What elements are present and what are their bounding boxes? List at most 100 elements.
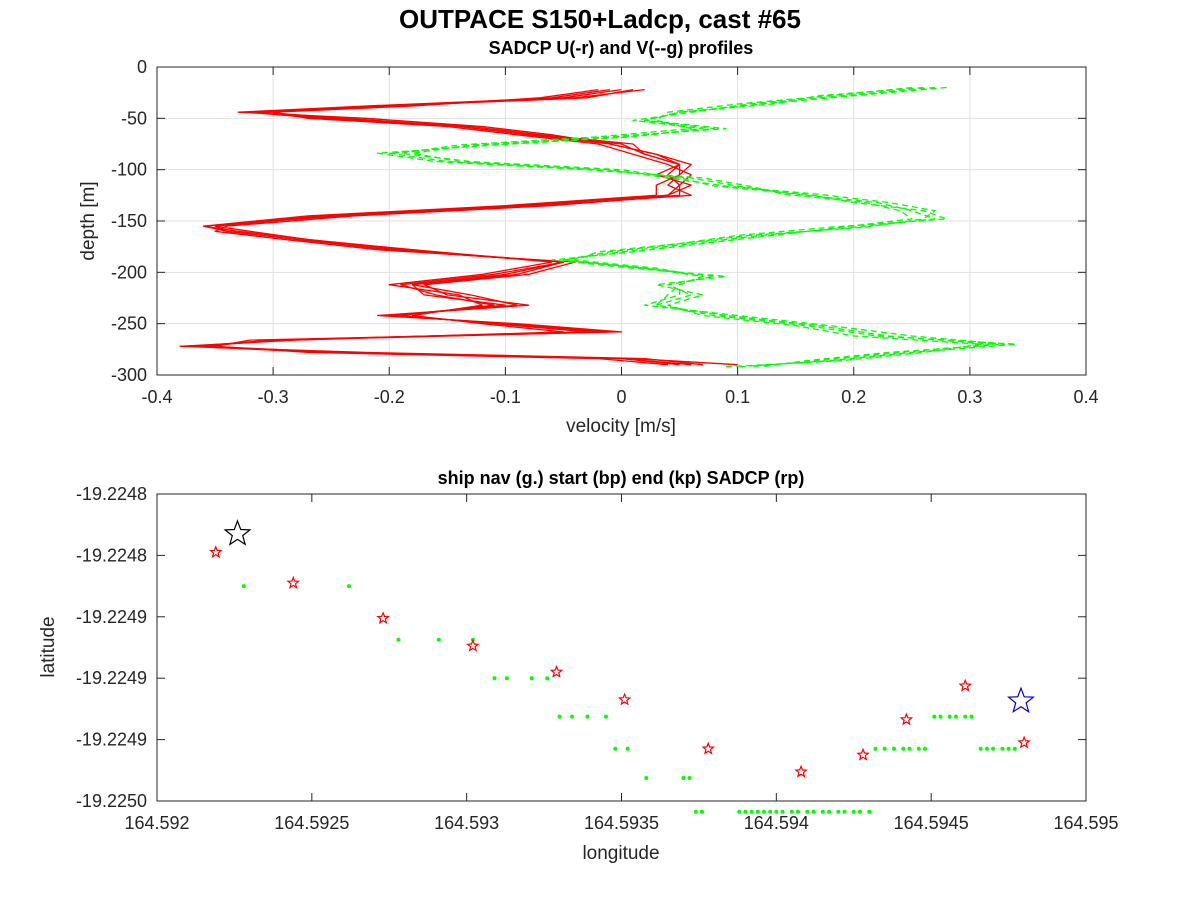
nav-y-tick-label: -19.2249 bbox=[76, 607, 147, 627]
sadcp-point bbox=[286, 575, 301, 589]
v-profile-line bbox=[400, 86, 1006, 368]
ship-nav-point bbox=[347, 584, 351, 589]
profile-x-tick-label: 0.2 bbox=[841, 387, 866, 407]
ship-nav-point bbox=[241, 584, 246, 589]
ship-nav-point bbox=[700, 809, 704, 814]
ship-nav-point bbox=[545, 676, 550, 681]
ship-nav-point bbox=[789, 809, 794, 814]
nav-x-tick-label: 164.592 bbox=[124, 813, 189, 833]
ship-nav-point bbox=[827, 809, 831, 814]
end-position-marker bbox=[1006, 686, 1035, 714]
nav-x-tick-label: 164.593 bbox=[434, 813, 499, 833]
nav-axes-box bbox=[156, 493, 1087, 802]
ship-nav-point bbox=[644, 776, 649, 780]
profile-y-label: depth [m] bbox=[78, 181, 99, 260]
nav-plot-area bbox=[209, 519, 1035, 814]
nav-y-label: latitude bbox=[38, 616, 59, 677]
sadcp-point bbox=[794, 764, 808, 778]
ship-nav-point bbox=[978, 746, 983, 751]
ship-nav-point bbox=[1006, 746, 1011, 751]
ship-nav-point bbox=[768, 809, 773, 814]
ship-nav-point bbox=[436, 637, 441, 642]
ship-nav-point bbox=[681, 776, 686, 780]
ship-nav-point bbox=[907, 746, 912, 751]
ship-nav-point bbox=[625, 746, 630, 751]
profile-x-tick-label: -0.1 bbox=[490, 387, 521, 407]
ship-nav-point bbox=[811, 809, 816, 814]
profile-ticks: -0.4 -0.3 -0.2 -0.1 0 0.1 0.2 0.3 0.4 0 -50 -100 -15… bbox=[111, 57, 1099, 407]
profile-y-tick-label: 0 bbox=[137, 57, 147, 77]
nav-y-tick-label: -19.2250 bbox=[76, 791, 147, 811]
ship-nav-point bbox=[947, 714, 952, 719]
profile-y-tick-label: -50 bbox=[121, 108, 147, 128]
ship-nav-point bbox=[932, 714, 937, 719]
nav-ticks: 164.592 164.5925 164.593 164.5935 164.594 164… bbox=[76, 484, 1119, 833]
ship-nav-point bbox=[991, 746, 996, 751]
ship-nav-point bbox=[984, 746, 989, 751]
ship-nav-point bbox=[857, 809, 862, 814]
nav-y-tick-label: -19.2249 bbox=[76, 668, 147, 688]
nav-x-tick-label: 164.595 bbox=[1053, 813, 1118, 833]
ship-nav-point bbox=[836, 809, 841, 814]
nav-y-tick-label: -19.2248 bbox=[76, 484, 147, 504]
ship-nav-point bbox=[504, 676, 509, 681]
profile-y-tick-label: -250 bbox=[111, 314, 147, 334]
ship-nav-point bbox=[969, 714, 974, 719]
ship-nav-point bbox=[761, 809, 766, 814]
ship-nav-point bbox=[873, 746, 878, 751]
ship-nav-point bbox=[737, 809, 742, 814]
ship-nav-point bbox=[693, 809, 698, 814]
sadcp-point bbox=[1017, 735, 1031, 749]
profile-plot-area bbox=[179, 86, 1017, 368]
nav-x-label: longitude bbox=[582, 843, 659, 864]
ship-nav-point bbox=[585, 714, 590, 719]
nav-y-tick-label: -19.2249 bbox=[76, 730, 147, 750]
nav-x-tick-label: 164.5945 bbox=[894, 813, 969, 833]
ship-nav-point bbox=[805, 809, 810, 814]
ship-nav-point bbox=[396, 637, 401, 642]
ship-nav-point bbox=[570, 714, 574, 719]
sadcp-point bbox=[209, 545, 223, 559]
sadcp-point bbox=[466, 638, 480, 652]
ship-nav-point bbox=[529, 676, 534, 681]
ship-nav-point bbox=[774, 809, 779, 814]
ship-nav-point bbox=[963, 714, 968, 719]
ship-nav-point bbox=[901, 746, 906, 751]
nav-axes: ship nav (g.) start (bp) end (kp) SADCP … bbox=[38, 468, 1119, 864]
ship-nav-point bbox=[953, 714, 958, 719]
nav-x-tick-label: 164.5925 bbox=[274, 813, 349, 833]
sadcp-point bbox=[376, 611, 390, 625]
profile-x-label: velocity [m/s] bbox=[566, 416, 676, 437]
profile-x-tick-label: 0.3 bbox=[957, 387, 982, 407]
v-profile-line bbox=[411, 86, 994, 368]
profile-x-tick-label: -0.2 bbox=[374, 387, 405, 407]
profile-x-tick-label: 0 bbox=[616, 387, 626, 407]
ship-nav-point bbox=[796, 809, 800, 814]
profile-x-tick-label: 0.1 bbox=[725, 387, 750, 407]
profile-axes-title: SADCP U(-r) and V(--g) profiles bbox=[489, 38, 754, 58]
ship-nav-point bbox=[916, 746, 921, 751]
ship-nav-point bbox=[743, 809, 748, 814]
ship-nav-point bbox=[1012, 746, 1017, 751]
ship-nav-point bbox=[938, 714, 943, 719]
profile-x-tick-label: -0.4 bbox=[141, 387, 172, 407]
ship-nav-point bbox=[687, 776, 692, 780]
profile-y-tick-label: -150 bbox=[111, 211, 147, 231]
profile-grid bbox=[157, 67, 1086, 375]
ship-nav-point bbox=[867, 809, 872, 814]
ship-nav-point bbox=[604, 714, 608, 719]
ship-nav-point bbox=[755, 809, 760, 814]
ship-nav-point bbox=[749, 809, 754, 814]
profile-x-tick-label: 0.4 bbox=[1073, 387, 1098, 407]
profile-y-tick-label: -200 bbox=[111, 262, 147, 282]
sadcp-point bbox=[617, 692, 632, 706]
ship-nav-point bbox=[557, 714, 562, 719]
ship-nav-point bbox=[820, 809, 825, 814]
u-profile-line bbox=[202, 88, 738, 366]
ship-nav-point bbox=[492, 676, 497, 681]
nav-x-tick-label: 164.5935 bbox=[584, 813, 659, 833]
ship-nav-point bbox=[780, 809, 785, 814]
ship-nav-point bbox=[842, 809, 847, 814]
profile-axes: SADCP U(-r) and V(--g) profiles -0.4 -0.3… bbox=[78, 38, 1099, 437]
